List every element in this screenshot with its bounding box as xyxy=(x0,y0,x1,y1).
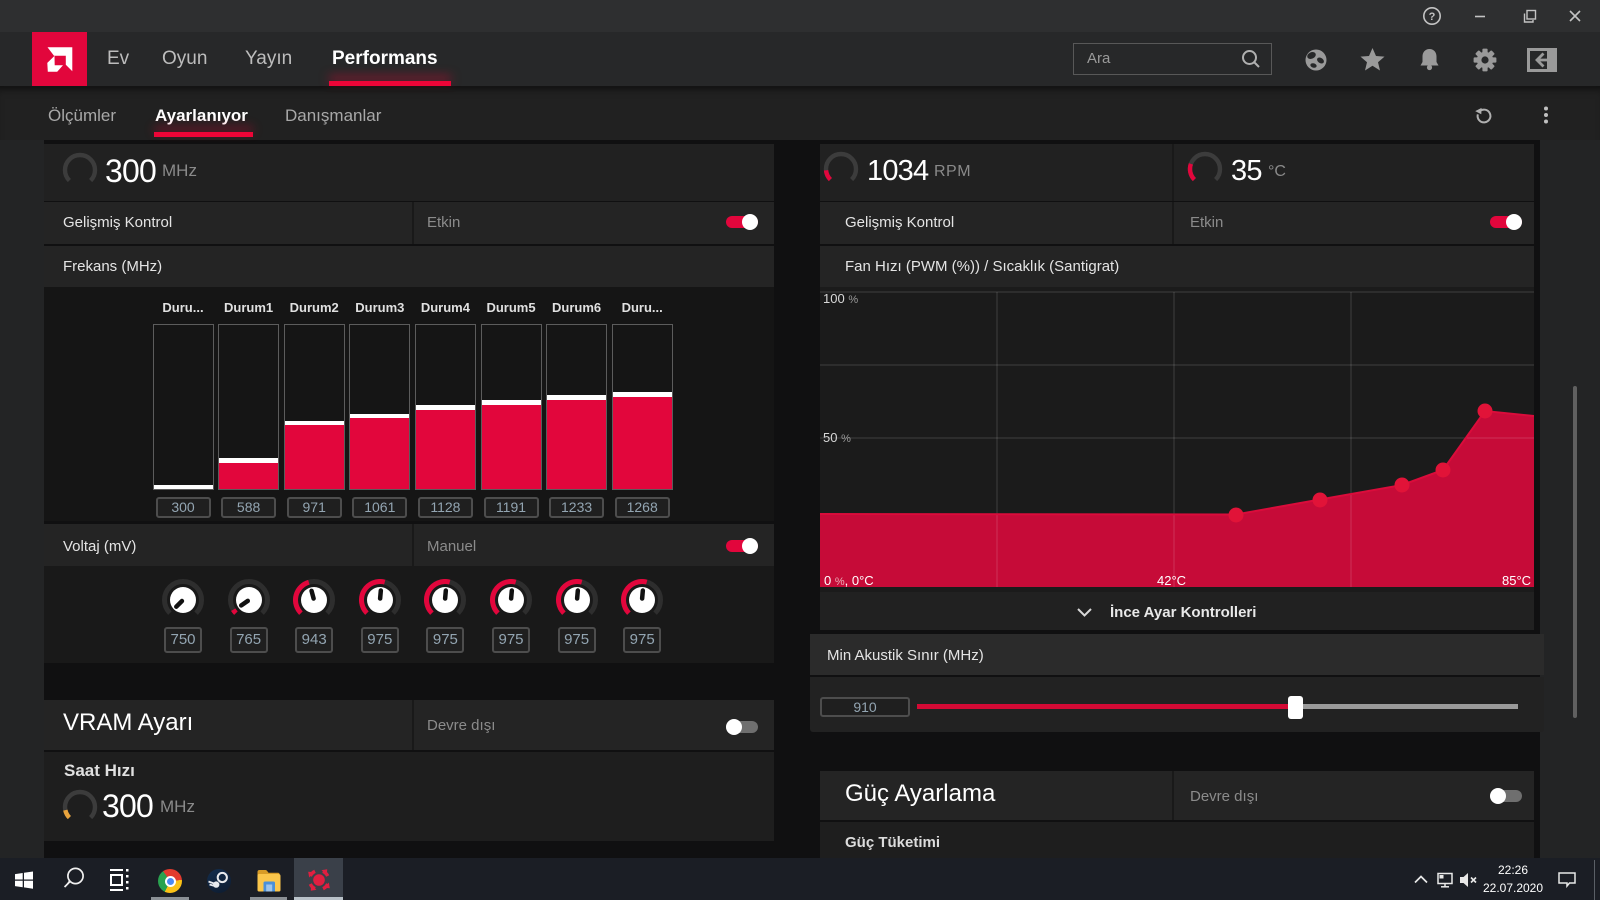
svg-text:?: ? xyxy=(1429,11,1436,23)
